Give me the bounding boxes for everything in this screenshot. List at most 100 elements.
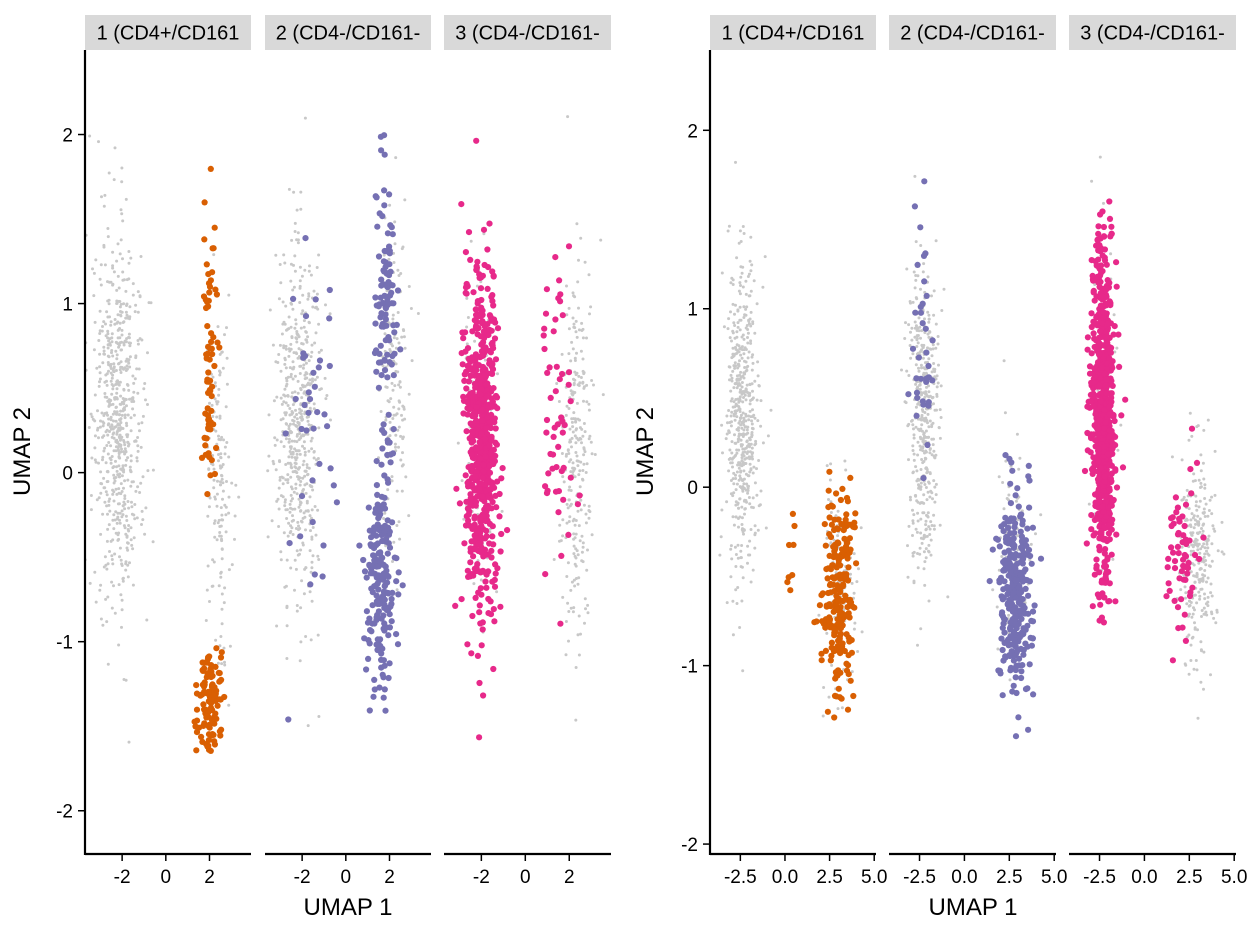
background-point bbox=[748, 438, 752, 442]
highlight-point bbox=[492, 561, 499, 568]
background-point bbox=[138, 429, 141, 433]
highlight-point bbox=[565, 243, 573, 250]
background-point bbox=[397, 383, 401, 387]
background-point bbox=[317, 253, 321, 257]
background-point bbox=[575, 401, 579, 405]
background-point bbox=[922, 460, 926, 463]
background-point bbox=[307, 415, 310, 419]
background-point bbox=[567, 407, 571, 410]
background-point bbox=[98, 332, 102, 335]
background-point bbox=[116, 336, 120, 340]
highlight-point bbox=[384, 572, 391, 580]
background-point bbox=[220, 607, 224, 611]
highlight-point bbox=[479, 493, 486, 500]
background-point bbox=[114, 445, 118, 449]
background-point bbox=[584, 607, 587, 611]
background-point bbox=[105, 310, 109, 314]
background-point bbox=[736, 349, 739, 352]
highlight-point bbox=[464, 399, 471, 406]
background-point bbox=[281, 482, 285, 486]
background-point bbox=[919, 481, 923, 485]
background-point bbox=[121, 464, 125, 468]
highlight-point bbox=[302, 313, 310, 320]
background-point bbox=[462, 517, 466, 521]
background-point bbox=[106, 336, 110, 340]
highlight-point bbox=[467, 420, 474, 427]
background-point bbox=[310, 436, 314, 440]
highlight-point bbox=[473, 137, 480, 144]
highlight-point bbox=[496, 513, 503, 520]
highlight-point bbox=[550, 328, 557, 335]
background-point bbox=[291, 470, 295, 474]
background-point bbox=[925, 466, 928, 470]
background-point bbox=[933, 500, 937, 504]
background-point bbox=[233, 514, 237, 518]
background-point bbox=[391, 417, 395, 420]
highlight-point bbox=[394, 641, 402, 648]
background-point bbox=[325, 394, 329, 397]
highlight-point bbox=[1020, 550, 1027, 558]
highlight-point bbox=[459, 361, 466, 368]
background-point bbox=[293, 230, 297, 233]
highlight-point bbox=[837, 650, 844, 657]
background-point bbox=[289, 530, 293, 533]
highlight-point bbox=[831, 526, 838, 534]
background-point bbox=[737, 405, 741, 409]
highlight-point bbox=[201, 659, 208, 666]
highlight-point bbox=[462, 249, 469, 256]
background-point bbox=[581, 336, 585, 340]
background-point bbox=[302, 440, 306, 444]
background-point bbox=[289, 452, 293, 456]
background-point bbox=[737, 525, 740, 529]
background-point bbox=[738, 397, 742, 401]
background-point bbox=[295, 604, 299, 607]
background-point bbox=[111, 562, 115, 566]
background-point bbox=[857, 567, 860, 571]
background-point bbox=[117, 449, 121, 453]
background-point bbox=[730, 451, 734, 455]
highlight-point bbox=[382, 707, 389, 714]
background-point bbox=[284, 344, 288, 348]
background-point bbox=[577, 524, 581, 528]
highlight-point bbox=[391, 329, 398, 336]
background-point bbox=[1016, 534, 1019, 538]
highlight-point bbox=[486, 220, 493, 227]
background-point bbox=[311, 554, 315, 558]
highlight-point bbox=[481, 323, 488, 330]
highlight-point bbox=[1017, 607, 1024, 614]
background-point bbox=[1192, 593, 1196, 597]
background-point bbox=[733, 324, 737, 327]
background-point bbox=[220, 473, 223, 477]
background-point bbox=[407, 392, 411, 396]
highlight-point bbox=[474, 652, 481, 660]
highlight-point bbox=[207, 377, 214, 384]
highlight-point bbox=[456, 500, 463, 507]
background-point bbox=[277, 297, 281, 301]
background-point bbox=[115, 387, 119, 391]
background-point bbox=[138, 491, 142, 494]
background-point bbox=[284, 422, 288, 426]
highlight-point bbox=[556, 376, 563, 383]
background-point bbox=[740, 453, 744, 457]
background-point bbox=[118, 252, 122, 256]
background-point bbox=[212, 521, 216, 525]
background-point bbox=[141, 518, 145, 522]
highlight-point bbox=[837, 496, 845, 504]
background-point bbox=[218, 531, 222, 534]
background-point bbox=[750, 355, 754, 359]
background-point bbox=[116, 440, 120, 444]
highlight-point bbox=[463, 290, 470, 297]
background-point bbox=[564, 653, 568, 657]
background-point bbox=[852, 627, 856, 631]
background-point bbox=[285, 517, 289, 520]
highlight-point bbox=[211, 713, 218, 720]
background-point bbox=[730, 557, 734, 561]
highlight-point bbox=[469, 438, 477, 445]
background-point bbox=[308, 495, 312, 499]
background-point bbox=[746, 356, 750, 360]
background-point bbox=[308, 590, 312, 594]
background-point bbox=[123, 413, 127, 417]
background-point bbox=[94, 258, 98, 262]
highlight-point bbox=[373, 458, 380, 465]
background-point bbox=[106, 329, 110, 333]
